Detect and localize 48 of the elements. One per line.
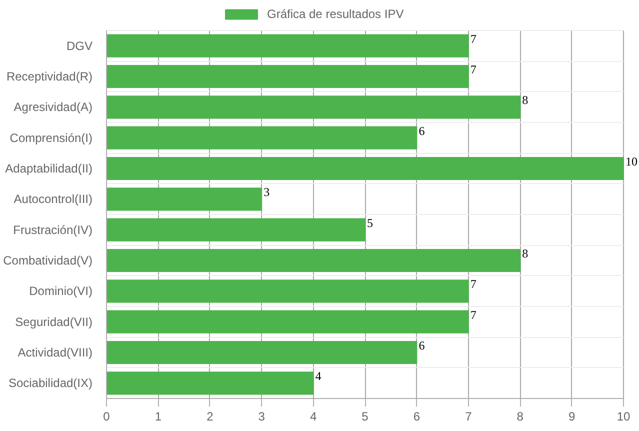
bar xyxy=(106,34,469,58)
y-tick-label: Sociabilidad(IX) xyxy=(8,376,93,390)
bar xyxy=(106,218,366,242)
y-tick-label: Seguridad(VII) xyxy=(15,314,93,329)
data-label: 8 xyxy=(522,93,528,108)
data-label: 6 xyxy=(418,338,425,352)
legend-label: Gráfica de resultados IPV xyxy=(267,7,404,21)
y-tick-label: Autocontrol(III) xyxy=(14,192,93,206)
data-label: 10 xyxy=(626,154,638,168)
bar xyxy=(106,188,262,211)
y-tick-label: Frustración(IV) xyxy=(13,222,93,237)
bar xyxy=(106,372,314,395)
y-tick-label: Agresividad(A) xyxy=(14,100,93,114)
data-label: 6 xyxy=(418,124,425,138)
bar xyxy=(106,280,469,303)
x-tick-label: 0 xyxy=(103,410,110,424)
data-label: 3 xyxy=(264,185,270,200)
bar xyxy=(106,156,624,180)
x-tick-label: 10 xyxy=(616,410,630,424)
data-label: 5 xyxy=(367,216,373,230)
data-label: 8 xyxy=(522,246,528,260)
data-label: 4 xyxy=(315,369,322,384)
y-tick-label: Combatividad(V) xyxy=(3,254,93,268)
x-tick-label: 7 xyxy=(465,410,472,424)
x-tick-label: 9 xyxy=(568,410,576,424)
x-tick-label: 6 xyxy=(413,410,420,424)
x-tick-label: 8 xyxy=(516,410,524,424)
bar xyxy=(106,96,521,119)
x-tick-label: 5 xyxy=(362,410,369,424)
y-tick-label: DGV xyxy=(66,38,93,53)
data-label: 7 xyxy=(470,308,476,322)
bar xyxy=(106,340,418,364)
x-tick-label: 4 xyxy=(310,410,317,424)
bar xyxy=(106,310,469,334)
bar xyxy=(106,126,418,150)
y-tick-label: Adaptabilidad(II) xyxy=(5,162,93,176)
data-label: 7 xyxy=(470,62,476,76)
x-tick-label: 1 xyxy=(154,410,162,424)
bar xyxy=(106,64,469,88)
data-label: 7 xyxy=(470,277,476,292)
data-label: 7 xyxy=(470,32,476,46)
x-tick-label: 2 xyxy=(206,410,214,424)
y-tick-label: Actividad(VIII) xyxy=(18,346,93,360)
y-tick-label: Receptividad(R) xyxy=(6,70,93,84)
bar xyxy=(106,248,521,272)
y-tick-label: Comprensión(I) xyxy=(10,130,93,145)
x-tick-label: 3 xyxy=(258,410,266,424)
y-tick-label: Dominio(VI) xyxy=(29,284,93,298)
